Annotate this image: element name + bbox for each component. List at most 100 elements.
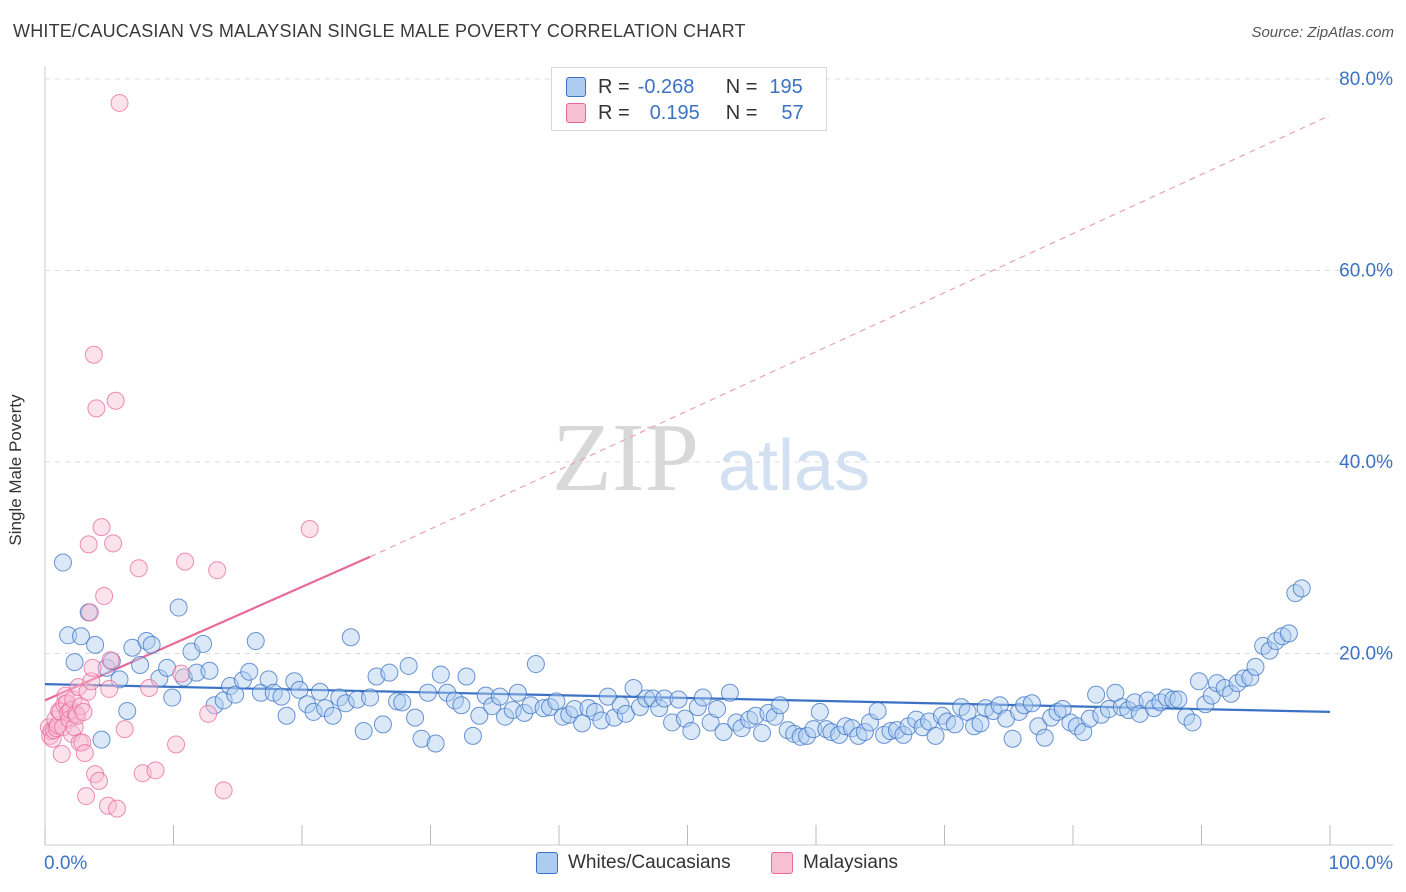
whites-point (452, 696, 471, 715)
malaysians-point (92, 518, 111, 537)
whites-point (336, 694, 355, 713)
malaysians-point (106, 391, 125, 410)
malaysians-point (82, 672, 101, 691)
whites-point (86, 635, 105, 654)
whites-point (798, 726, 817, 745)
whites-point (194, 634, 213, 653)
whites-point (503, 700, 522, 719)
whites-point (240, 662, 259, 681)
malaysians-point (167, 735, 186, 754)
malaysians-point (129, 559, 148, 578)
whites-point (496, 707, 515, 726)
whites-point (259, 670, 278, 689)
malaysians-point (80, 603, 99, 622)
legend-n-whites: 195 (769, 75, 803, 98)
whites-point (926, 726, 945, 745)
whites-point (1234, 669, 1253, 688)
whites-point (393, 693, 412, 712)
legend-swatch-malaysians (566, 103, 586, 123)
whites-point (836, 717, 855, 736)
whites-point (1087, 685, 1106, 704)
whites-point (65, 653, 84, 672)
malaysians-point (146, 761, 165, 780)
whites-point (277, 706, 296, 725)
whites-point (971, 714, 990, 733)
legend-r-label: R = (598, 101, 630, 124)
malaysians-point (95, 587, 114, 606)
whites-point (1029, 717, 1048, 736)
whites-point (682, 722, 701, 741)
whites-point (290, 680, 309, 699)
malaysians-point (172, 664, 191, 683)
whites-point (406, 708, 425, 727)
whites-point (251, 683, 270, 702)
whites-point (855, 723, 874, 742)
whites-point (399, 656, 418, 675)
legend-r-whites: -0.268 (637, 75, 695, 98)
whites-point (688, 698, 707, 717)
whites-point (59, 626, 78, 645)
tick-labels: 20.0% 40.0% 60.0% 80.0% 0.0% 100.0% (44, 69, 1393, 874)
whites-point (310, 682, 329, 701)
whites-point (1183, 713, 1202, 732)
whites-point (1053, 700, 1072, 719)
whites-point (457, 667, 476, 686)
whites-point (650, 699, 669, 718)
malaysians-point (52, 745, 71, 764)
whites-point (1015, 696, 1034, 715)
whites-point (547, 692, 566, 711)
malaysians-point (101, 651, 120, 670)
y-tick-label: 40.0% (1339, 452, 1393, 473)
malaysians-point (78, 682, 97, 701)
whites-point (118, 701, 137, 720)
malaysians-trend-line (44, 555, 371, 702)
whites-point (720, 683, 739, 702)
whites-point (573, 714, 592, 733)
whites-point (142, 635, 161, 654)
malaysians-point (115, 720, 134, 739)
legend-swatch-whites (566, 77, 586, 97)
whites-point (1222, 684, 1241, 703)
whites-point (388, 692, 407, 711)
legend-r-label: R = (598, 75, 630, 98)
whites-point (1022, 694, 1041, 713)
malaysians-point (199, 704, 218, 723)
whites-point (1048, 702, 1067, 721)
whites-point (490, 687, 509, 706)
whites-point (53, 553, 72, 572)
whites-point (560, 705, 579, 724)
whites-point (868, 701, 887, 720)
trend-lines (44, 114, 1331, 714)
whites-point (1241, 668, 1260, 687)
whites-point (92, 730, 111, 749)
whites-point (1169, 690, 1188, 709)
whites-point (354, 722, 373, 741)
whites-point (483, 697, 502, 716)
bottom-legend-whites: Whites/Caucasians (536, 852, 731, 874)
whites-point (598, 687, 617, 706)
whites-point (714, 723, 733, 742)
legend-n-malaysians: 57 (781, 101, 804, 124)
whites-point (438, 683, 457, 702)
legend-r-malaysians: 0.195 (649, 101, 700, 124)
whites-point (637, 689, 656, 708)
bottom-legend-malaysians: Malaysians (771, 852, 898, 874)
malaysians-point (176, 552, 195, 571)
whites-point (693, 688, 712, 707)
whites-point (200, 661, 219, 680)
whites-point (508, 683, 527, 702)
whites-point (1189, 672, 1208, 691)
whites-point (1246, 657, 1265, 676)
whites-point (945, 715, 964, 734)
whites-point (669, 690, 688, 709)
whites-point (361, 688, 380, 707)
whites-point (1119, 700, 1138, 719)
bottom-legend-whites-label: Whites/Caucasians (568, 852, 731, 873)
malaysians-point (104, 534, 123, 553)
malaysians-point (110, 93, 129, 112)
whites-point (1164, 690, 1183, 709)
whites-point (1035, 728, 1054, 747)
whites-point (285, 672, 304, 691)
whites-point (565, 700, 584, 719)
